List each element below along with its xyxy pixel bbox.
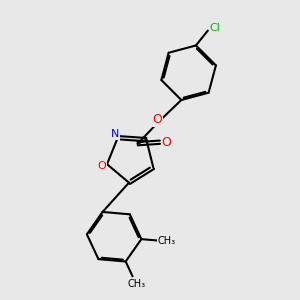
Text: O: O — [97, 161, 106, 171]
Text: CH₃: CH₃ — [127, 279, 146, 290]
Text: Cl: Cl — [210, 22, 221, 33]
Text: N: N — [111, 129, 119, 139]
Text: O: O — [153, 113, 163, 126]
Text: CH₃: CH₃ — [158, 236, 175, 246]
Text: O: O — [161, 136, 171, 149]
